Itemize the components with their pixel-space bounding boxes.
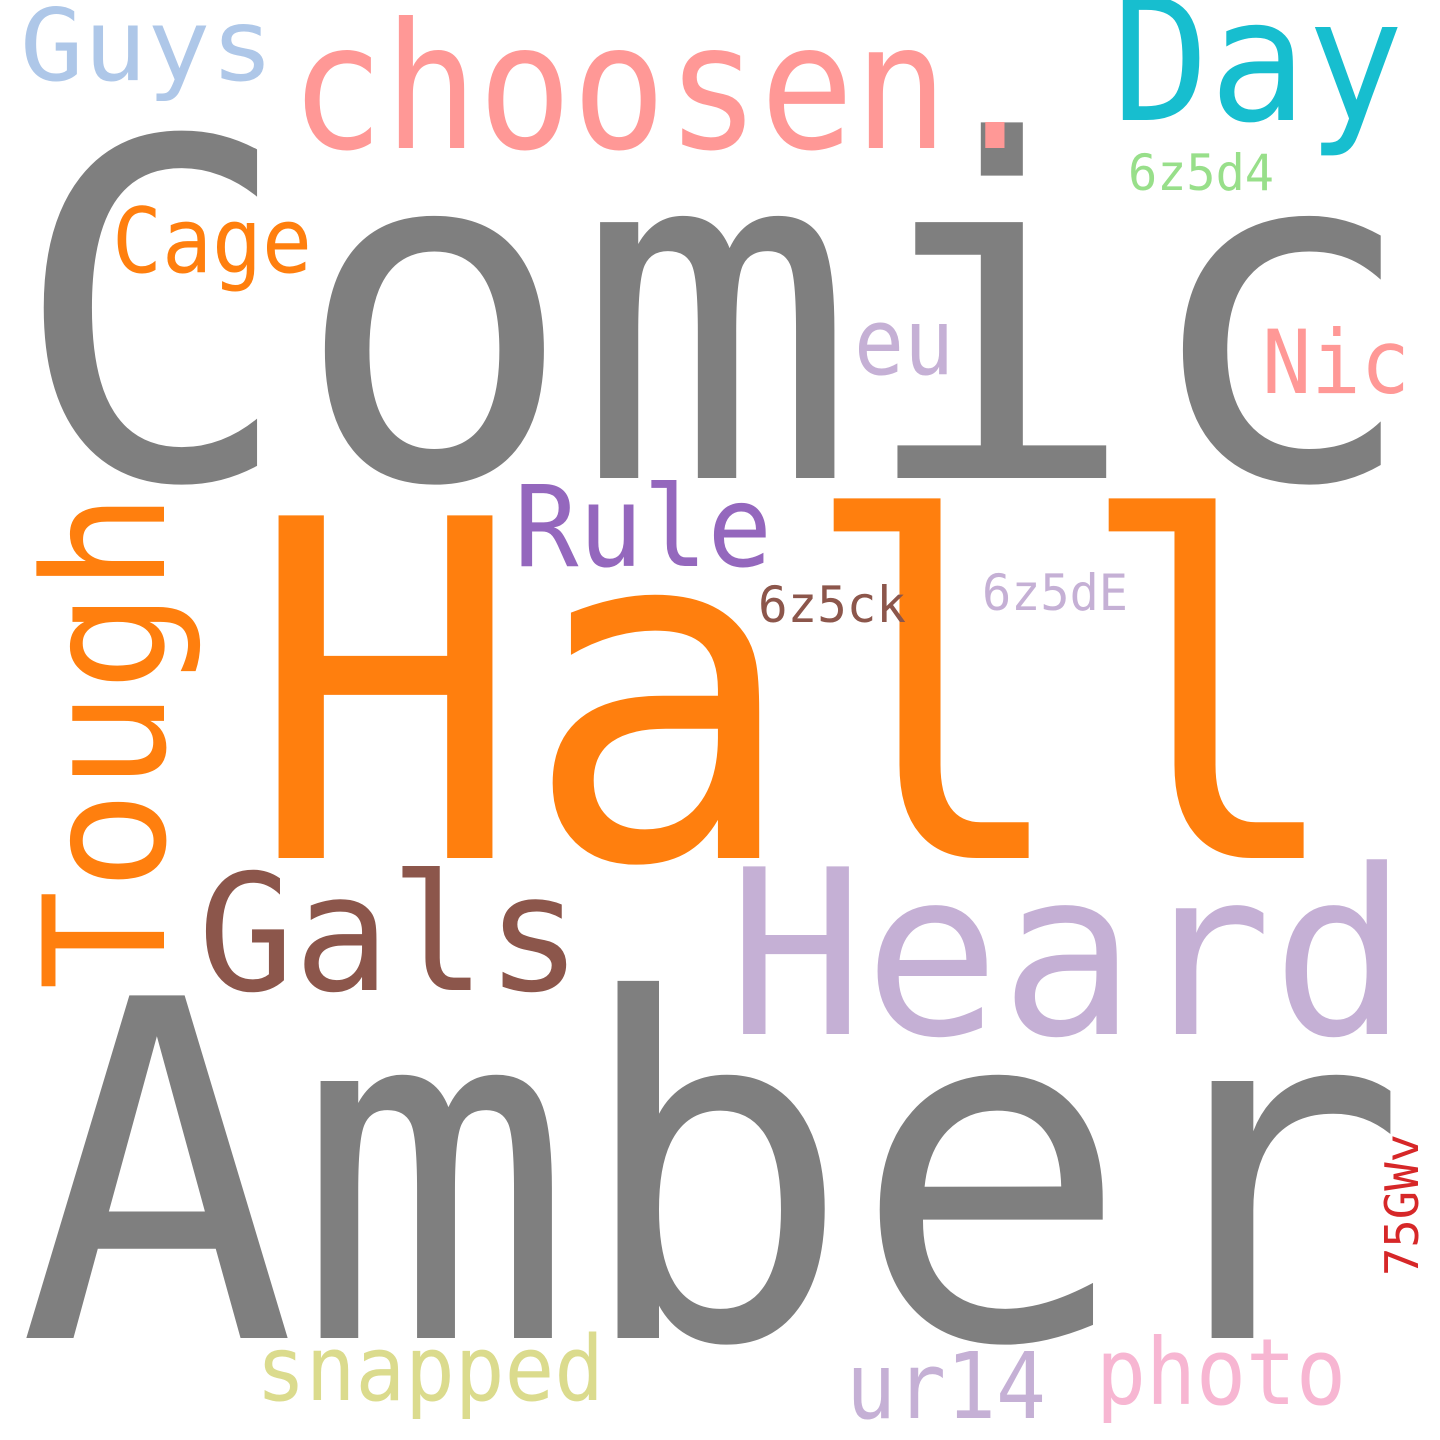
word-hall: Hall bbox=[248, 422, 1348, 969]
word-comic: Comic bbox=[12, 45, 1420, 589]
word-guys: Guys bbox=[20, 0, 274, 104]
word-cage: Cage bbox=[112, 189, 312, 294]
word-6z5ck: 6z5ck bbox=[758, 576, 906, 634]
word-heard: Heard bbox=[728, 822, 1408, 1089]
word-nic: Nic bbox=[1262, 311, 1410, 414]
word-ur14: ur14 bbox=[846, 1333, 1046, 1440]
word-eu: eu bbox=[854, 289, 954, 396]
word-photo: photo bbox=[1096, 1319, 1346, 1426]
word-choosen: choosen. bbox=[290, 0, 1042, 190]
word-day: Day bbox=[1112, 0, 1404, 161]
word-amber: Amber bbox=[18, 902, 1408, 1440]
word-rule: Rule bbox=[514, 463, 772, 593]
word-75gwv: 75GWv bbox=[1375, 1134, 1429, 1276]
word-6z5de: 6z5dE bbox=[982, 564, 1128, 622]
word-gals: Gals bbox=[198, 841, 582, 1029]
word-snapped: snapped bbox=[256, 1317, 604, 1422]
word-6z5d4: 6z5d4 bbox=[1128, 144, 1274, 202]
word-tough: Tough bbox=[8, 492, 204, 990]
